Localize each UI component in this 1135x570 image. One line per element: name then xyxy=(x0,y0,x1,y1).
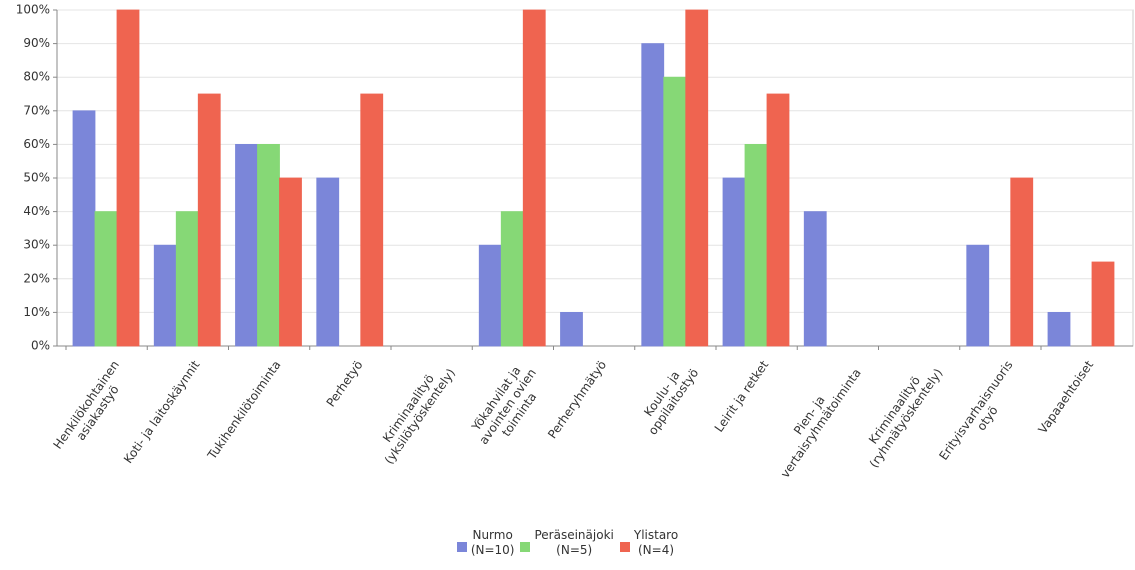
bar xyxy=(685,9,709,347)
bar xyxy=(1091,261,1115,347)
y-tick-label: 0% xyxy=(31,339,50,353)
legend-item: Peräseinäjoki (N=5) xyxy=(520,528,614,558)
bar xyxy=(1010,177,1034,347)
legend-label: Ylistaro (N=4) xyxy=(633,528,679,557)
legend-item: Ylistaro (N=4) xyxy=(619,528,679,558)
bar xyxy=(175,211,199,347)
bar xyxy=(966,244,990,347)
y-tick-label: 30% xyxy=(23,238,50,252)
bar xyxy=(641,43,665,347)
legend-swatch xyxy=(456,542,467,552)
y-tick-label: 60% xyxy=(23,137,50,151)
bar xyxy=(257,143,280,347)
bar xyxy=(235,143,258,347)
bar xyxy=(1047,311,1071,347)
bar xyxy=(197,93,221,347)
bar xyxy=(478,244,502,347)
bar xyxy=(803,211,827,347)
bar xyxy=(744,143,768,347)
bar xyxy=(72,110,96,347)
y-tick-label: 90% xyxy=(23,36,50,50)
bar xyxy=(522,9,546,347)
bar xyxy=(94,211,118,347)
bar xyxy=(279,177,302,347)
bar xyxy=(360,93,384,347)
legend: Nurmo (N=10) Peräseinäjoki (N=5) Ylistaro … xyxy=(0,528,1135,558)
legend-swatch xyxy=(619,542,630,552)
bar xyxy=(560,311,583,347)
legend-swatch xyxy=(520,542,531,552)
y-tick-label: 80% xyxy=(23,70,50,84)
bar xyxy=(500,211,524,347)
bar xyxy=(766,93,790,347)
bar xyxy=(116,9,140,347)
bar xyxy=(316,177,340,347)
y-tick-label: 40% xyxy=(23,204,50,218)
bar xyxy=(153,244,177,347)
chart: 0% 10% 20% 30% 40% 50% 60% 70% 80% 90% 100% xyxy=(16,3,1134,353)
legend-label: Nurmo (N=10) xyxy=(470,528,515,557)
bar xyxy=(663,76,687,347)
y-tick-label: 70% xyxy=(23,103,50,117)
y-tick-label: 100% xyxy=(16,3,50,17)
bar xyxy=(722,177,746,347)
y-tick-label: 10% xyxy=(23,305,50,319)
legend-label: Peräseinäjoki (N=5) xyxy=(534,528,614,557)
y-tick-label: 20% xyxy=(23,271,50,285)
y-tick-label: 50% xyxy=(23,171,50,185)
legend-item: Nurmo (N=10) xyxy=(456,528,515,558)
